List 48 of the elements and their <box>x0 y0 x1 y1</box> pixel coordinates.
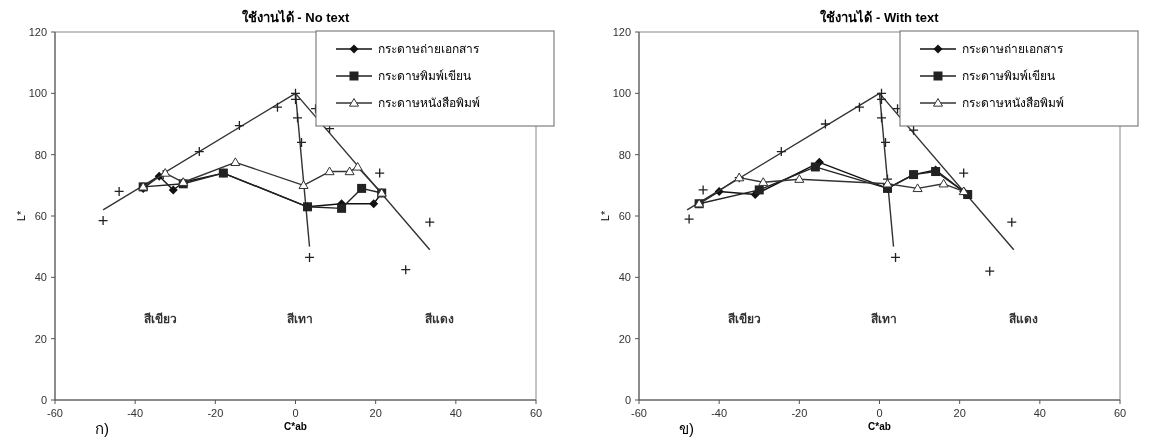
y-tick-label: 20 <box>34 332 47 345</box>
x-tick-label: 60 <box>529 407 543 419</box>
x-tick-label: 0 <box>876 407 883 419</box>
x-tick-label: -20 <box>207 407 224 419</box>
y-axis-title: L* <box>599 210 611 222</box>
x-axis-title: C*ab <box>868 421 891 432</box>
annotation: สีแดง <box>425 311 455 326</box>
chart-title: ใช้งานได้ - With text <box>820 9 940 25</box>
annotation: สีแดง <box>1009 311 1039 326</box>
x-tick-label: -40 <box>711 407 728 419</box>
y-tick-label: 120 <box>612 26 631 38</box>
x-tick-label: 40 <box>1033 407 1046 419</box>
y-tick-label: 0 <box>624 394 631 406</box>
x-tick-label: 20 <box>369 407 382 419</box>
annotation: สีเขียว <box>144 311 178 326</box>
x-tick-label: -60 <box>631 407 647 419</box>
chart-title: ใช้งานได้ - No text <box>241 9 350 25</box>
y-tick-label: 40 <box>618 271 631 284</box>
annotation: สีเทา <box>287 311 314 326</box>
legend-label: กระดาษหนังสือพิมพ์ <box>962 96 1064 110</box>
y-tick-label: 20 <box>618 332 631 345</box>
y-axis-title: L* <box>15 210 27 222</box>
legend-label: กระดาษถ่ายเอกสาร <box>378 42 480 56</box>
y-tick-label: 60 <box>618 210 631 222</box>
y-tick-label: 60 <box>34 210 47 222</box>
y-tick-label: 80 <box>618 148 631 161</box>
y-tick-label: 120 <box>28 26 47 38</box>
y-tick-label: 100 <box>612 87 631 100</box>
legend-label: กระดาษถ่ายเอกสาร <box>962 42 1064 56</box>
legend-label: กระดาษพิมพ์เขียน <box>378 69 471 83</box>
annotation: สีเขียว <box>728 311 762 326</box>
x-tick-label: 60 <box>1113 407 1127 419</box>
x-axis-title: C*ab <box>284 421 307 432</box>
annotation: สีเทา <box>871 311 898 326</box>
x-tick-label: 40 <box>449 407 462 419</box>
y-tick-label: 100 <box>28 87 47 100</box>
legend-label: กระดาษหนังสือพิมพ์ <box>378 96 480 110</box>
legend-label: กระดาษพิมพ์เขียน <box>962 69 1055 83</box>
text: ข) <box>679 420 694 437</box>
y-tick-label: 0 <box>40 394 47 406</box>
x-tick-label: -60 <box>47 407 63 419</box>
y-tick-label: 40 <box>34 271 47 284</box>
x-tick-label: -40 <box>127 407 144 419</box>
y-tick-label: 80 <box>34 148 47 161</box>
x-tick-label: 20 <box>953 407 966 419</box>
text: ก) <box>95 420 109 437</box>
x-tick-label: 0 <box>292 407 299 419</box>
x-tick-label: -20 <box>791 407 808 419</box>
